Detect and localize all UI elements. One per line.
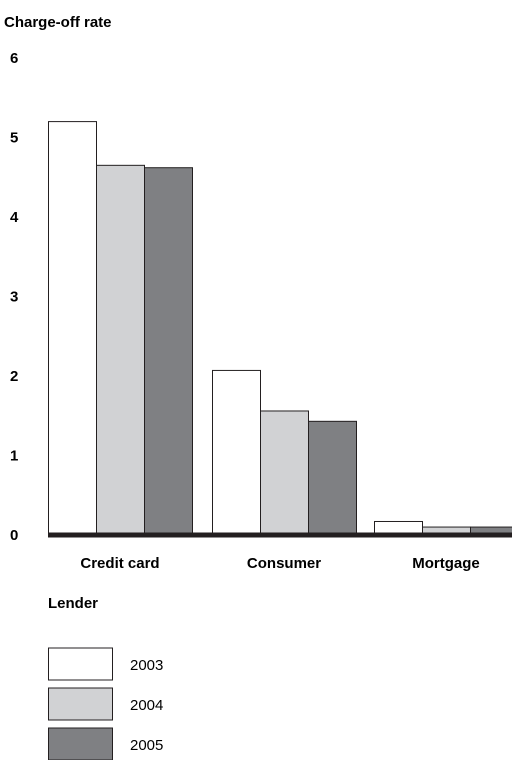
- bar-credit-card-2005: [144, 167, 193, 536]
- legend-swatch-2003: [48, 647, 113, 681]
- y-tick-label: 4: [10, 209, 19, 226]
- x-tick-label: Mortgage: [412, 555, 480, 572]
- bars: [48, 121, 512, 536]
- bar-credit-card-2004: [96, 164, 145, 536]
- x-axis-ticks: Credit card Consumer Mortgage: [80, 555, 479, 572]
- x-axis-label: Lender: [48, 595, 98, 612]
- y-tick-label: 6: [10, 50, 18, 67]
- legend-label: 2003: [130, 657, 163, 674]
- x-tick-label: Consumer: [247, 555, 321, 572]
- bar-credit-card-2003: [48, 121, 97, 536]
- chart-title: Charge-off rate: [4, 14, 112, 31]
- y-tick-label: 1: [10, 448, 18, 465]
- x-tick-label: Credit card: [80, 555, 159, 572]
- legend-swatch-2004: [48, 687, 113, 721]
- bar-consumer-2004: [260, 410, 309, 536]
- bar-consumer-2005: [308, 420, 357, 536]
- y-tick-label: 5: [10, 130, 18, 147]
- y-tick-label: 0: [10, 527, 18, 544]
- y-axis-ticks: 0 1 2 3 4 5 6: [10, 50, 19, 544]
- legend-label: 2005: [130, 737, 163, 754]
- legend-label: 2004: [130, 697, 163, 714]
- legend: 2003 2004 2005: [48, 647, 163, 760]
- y-tick-label: 3: [10, 289, 18, 306]
- legend-swatch-2005: [48, 727, 113, 760]
- bar-consumer-2003: [212, 369, 261, 536]
- y-tick-label: 2: [10, 368, 18, 385]
